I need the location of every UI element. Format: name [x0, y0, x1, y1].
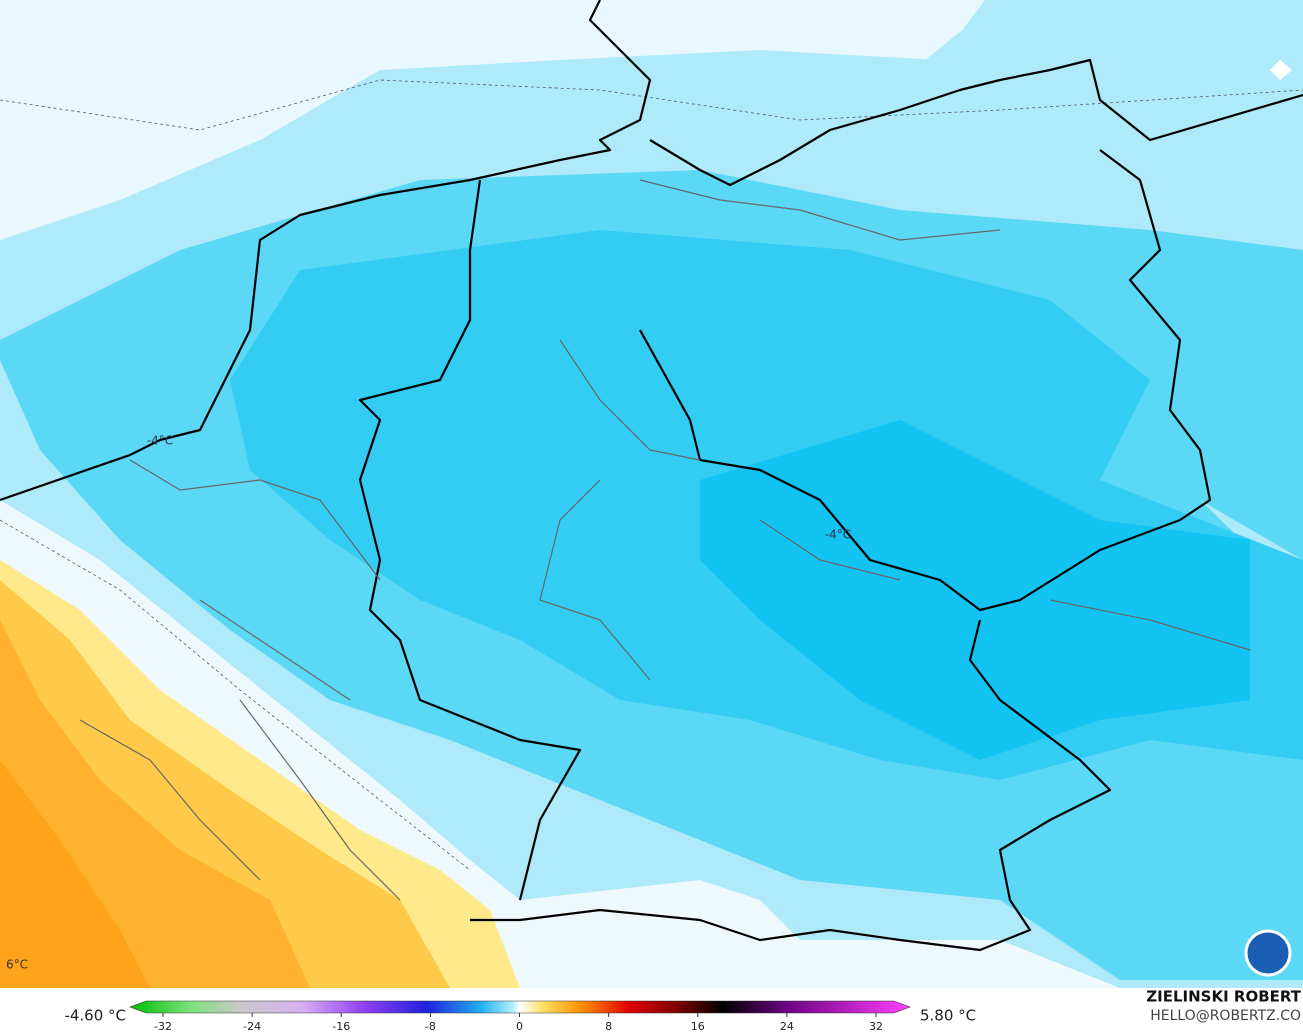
field [900, 0, 1303, 140]
colorbar-max-label: 5.80 °C [920, 1007, 976, 1025]
colorbar [129, 1000, 911, 1014]
colorbar-tick-label: 8 [605, 1020, 612, 1033]
credit-email: HELLO@ROBERTZ.CO [1150, 1008, 1301, 1024]
noaa-logo [1244, 929, 1292, 977]
colorbar-tick-label: -8 [425, 1020, 436, 1033]
credit-name: ZIELINSKI ROBERT [1146, 988, 1301, 1006]
coastline [0, 0, 1303, 952]
isoline [0, 519, 471, 871]
colorbar-tick-label: 24 [780, 1020, 794, 1033]
colorbar-tick-label: 32 [869, 1020, 883, 1033]
colorbar-tick-label: 16 [691, 1020, 705, 1033]
colorbar-tick-label: -16 [332, 1020, 350, 1033]
field [0, 760, 150, 988]
colorbar-tick-label: -24 [243, 1020, 261, 1033]
colorbar-tick-label: 0 [516, 1020, 523, 1033]
map-label: 6°C [6, 958, 28, 972]
map-label: -4°C [147, 434, 173, 448]
border [79, 179, 1251, 901]
map: -4°C -4°C 6°C [0, 0, 1303, 988]
colorbar-min-label: -4.60 °C [64, 1007, 126, 1025]
island [1270, 60, 1292, 80]
field [700, 420, 1250, 760]
colorbar-tick-label: -32 [154, 1020, 172, 1033]
map-label: -4°C [825, 528, 851, 542]
field [0, 0, 985, 240]
